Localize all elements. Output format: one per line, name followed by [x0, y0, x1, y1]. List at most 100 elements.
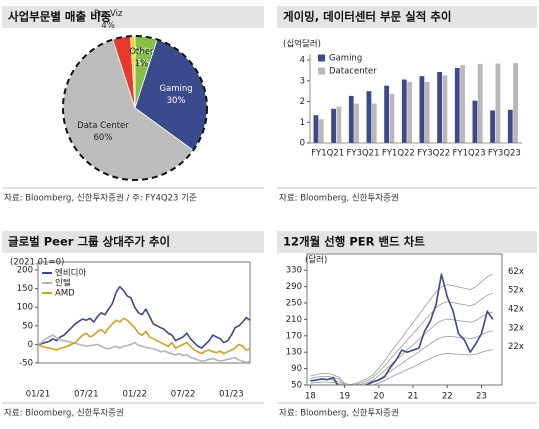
x-tick-label: 01/21	[26, 390, 51, 400]
chart-title: 12개월 선행 PER 밴드 차트	[283, 235, 425, 249]
slice-value: 60%	[94, 133, 113, 143]
y-tick-label: 50	[22, 321, 33, 331]
title-bar	[2, 231, 264, 253]
bar	[366, 91, 372, 143]
bar	[490, 110, 495, 143]
y-tick-label: 4	[300, 56, 305, 66]
plot-frame	[37, 261, 251, 364]
x-tick-label: FY3Q23	[488, 149, 521, 159]
bar	[371, 103, 377, 143]
title-bar	[277, 231, 537, 253]
x-tick-label: 01/23	[219, 390, 244, 400]
x-tick-label: 01/22	[122, 390, 147, 400]
y-tick-label: 150	[17, 284, 33, 294]
series-line	[310, 311, 493, 385]
series-label: 22x	[508, 342, 524, 352]
series-label: 42x	[508, 305, 524, 315]
bar	[419, 76, 425, 143]
bar	[348, 95, 354, 143]
y-tick-label: 170	[286, 331, 302, 341]
legend-label: Datacenter	[329, 67, 377, 77]
slice-label: Gaming	[159, 84, 192, 94]
bar	[407, 81, 412, 143]
bar	[401, 79, 407, 143]
y-tick-label: 200	[17, 266, 33, 276]
bar	[318, 119, 324, 143]
chart-title: 게이밍, 데이터센터 부문 실적 추이	[283, 10, 452, 24]
x-tick-label: 21	[408, 392, 419, 402]
x-tick-label: FY1Q21	[311, 149, 344, 159]
slice-label: Auto	[133, 46, 153, 56]
bar	[354, 103, 359, 143]
x-tick-label: 22	[442, 392, 453, 402]
y-tick-label: 3	[300, 76, 305, 86]
source: 자료: Bloomberg, 신한투자증권	[4, 408, 124, 419]
legend-swatch	[318, 54, 325, 62]
title-bar	[277, 6, 537, 28]
chart-title: 글로벌 Peer 그룹 상대주가 추이	[8, 235, 170, 249]
y-tick-label: 0	[300, 139, 305, 149]
bar	[442, 75, 448, 143]
y-tick-label: 0	[28, 340, 33, 350]
slice-value: 30%	[167, 96, 186, 106]
legend-label: Gaming	[329, 54, 362, 64]
x-tick-label: 18	[305, 392, 316, 402]
series-label: 32x	[508, 323, 524, 333]
x-tick-label: FY3Q22	[417, 149, 450, 159]
legend-label: 엔비디아	[55, 268, 86, 279]
y-tick-label: 100	[17, 303, 33, 313]
source: 자료: Bloomberg, 신한투자증권 / 주: FY4Q23 기준	[4, 193, 197, 204]
series-line	[310, 273, 493, 385]
bar	[454, 67, 460, 143]
series-line	[37, 317, 251, 355]
bar	[513, 63, 518, 143]
pie-outline	[62, 35, 208, 181]
bar	[472, 100, 478, 143]
series-label: 52x	[508, 286, 524, 296]
bar	[437, 72, 442, 143]
bar	[495, 63, 501, 144]
series-line	[37, 285, 251, 349]
series-line	[37, 334, 251, 364]
y-tick-label: 130	[286, 348, 302, 358]
bar	[331, 108, 336, 143]
source: 자료: Bloomberg, 신한투자증권	[279, 408, 399, 419]
bar	[507, 109, 513, 143]
x-tick-label: 07/22	[171, 390, 196, 400]
slice-value: 5%	[136, 58, 150, 68]
series-line	[310, 273, 494, 385]
y-tick-label: 1	[300, 118, 305, 128]
legend-swatch	[318, 67, 325, 75]
bar	[313, 115, 319, 143]
slice-value: 1%	[135, 59, 149, 69]
bar	[477, 63, 483, 143]
y-tick-label: 290	[286, 282, 302, 292]
y-axis-label: (십억달러)	[283, 39, 321, 50]
x-tick-label: FY1Q22	[382, 149, 415, 159]
slice-label: Other	[129, 47, 154, 57]
series-line	[310, 292, 493, 385]
y-tick-label: -50	[19, 359, 33, 369]
x-tick-label: 19	[339, 392, 350, 402]
chart-title: 사업부문별 매출 비중	[8, 10, 112, 24]
y-tick-label: 90	[291, 364, 302, 374]
plot-frame	[306, 253, 503, 386]
plot-area	[310, 273, 494, 385]
y-tick-label: 250	[286, 299, 302, 309]
y-tick-label: 2	[300, 97, 305, 107]
title-bar	[2, 6, 264, 28]
series-line	[316, 349, 493, 385]
bar	[460, 65, 465, 143]
bar	[384, 85, 389, 143]
y-axis-label: (2021.01=0)	[10, 258, 64, 268]
x-tick-label: 07/21	[74, 390, 99, 400]
y-axis-label: (달러)	[305, 255, 327, 266]
series-label: 62x	[508, 267, 524, 277]
slice-label: Pro Viz	[94, 9, 123, 19]
legend-label: AMD	[55, 289, 75, 299]
legend-label: 인텔	[55, 278, 71, 289]
bar	[389, 93, 395, 143]
x-tick-label: 20	[373, 392, 384, 402]
y-tick-label: 330	[286, 266, 302, 276]
y-tick-label: 50	[291, 381, 302, 391]
